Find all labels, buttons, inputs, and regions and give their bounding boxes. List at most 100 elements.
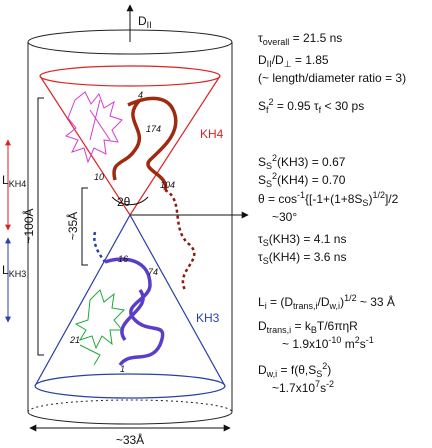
text-part: w,i: [266, 369, 278, 379]
kh4-sidechains: [64, 91, 123, 164]
text-part: -1: [366, 335, 374, 345]
axis-label: DII: [138, 14, 152, 30]
param: τS(KH3) = 4.1 ns: [258, 232, 346, 248]
param: ~ 1.9x10-10 m2s-1: [282, 335, 374, 351]
text-part: ~1.7x10: [272, 381, 315, 395]
separation-bracket: [81, 187, 88, 266]
text-part: -10: [328, 335, 341, 345]
text-part: ): [340, 295, 344, 309]
text-part: D: [258, 53, 267, 67]
kh3-cone: [34, 213, 226, 399]
width-label: ~33Å: [116, 432, 144, 447]
text-part: 2: [269, 97, 274, 107]
separation-label: ~35Å: [65, 212, 80, 240]
kh4-label: KH4: [200, 127, 224, 141]
text-part: = k: [291, 319, 312, 333]
text-part: II: [267, 59, 272, 69]
text-part: -1: [297, 190, 305, 200]
text-part: = 0.95 τ: [274, 99, 319, 113]
text-part: overall: [263, 37, 290, 47]
linker-kh3: [93, 231, 107, 263]
text-part: S: [362, 198, 368, 208]
param: τS(KH4) = 3.6 ns: [258, 250, 346, 266]
text-part: = (D: [267, 295, 294, 309]
text-part: S: [263, 238, 269, 248]
text-part: S: [266, 179, 272, 189]
text-part: (KH3) = 4.1 ns: [269, 232, 347, 246]
residue: 1: [120, 364, 125, 374]
text-part: w,i: [329, 301, 341, 311]
text-part: /D: [318, 295, 330, 309]
text-part: L: [2, 263, 9, 277]
angle-arc: [111, 196, 149, 206]
text-part: = f(θ,S: [277, 363, 316, 377]
residue: 174: [146, 124, 161, 134]
text-part: ⊥: [284, 59, 292, 69]
param: ~30°: [272, 210, 297, 224]
kh4-cone: [39, 65, 221, 217]
text-part: ~ 33 Å: [357, 294, 395, 309]
text-part: s: [360, 337, 366, 351]
param: Sf2 = 0.95 τf < 30 ps: [258, 97, 364, 115]
text-part: θ = cos: [258, 192, 297, 206]
text-part: 1/2: [344, 293, 357, 303]
text-part: ~ 1.9x10: [282, 337, 329, 351]
text-part: S: [258, 155, 266, 169]
param: Dtrans,i = kBT/6πηR: [258, 319, 358, 335]
kh3-sidechains: [74, 289, 126, 366]
kh4-backbone: [112, 96, 178, 191]
text-part: (KH4) = 3.6 ns: [269, 250, 347, 264]
length-label: ~100Å: [21, 208, 36, 243]
param: Dw,i = f(θ,SS2): [258, 361, 331, 379]
text-part: i: [265, 301, 267, 311]
text-part: τ: [258, 31, 263, 45]
text-part: f: [266, 105, 269, 115]
text-part: S: [316, 369, 322, 379]
lkh4-label: LKH4: [2, 173, 26, 189]
text-part: ]/2: [385, 192, 399, 206]
linker: [164, 188, 196, 291]
param: DII/D⊥ = 1.85: [258, 53, 329, 69]
text-part: trans,i: [293, 301, 318, 311]
text-part: = 21.5 ns: [289, 31, 342, 45]
text-part: ): [327, 363, 331, 377]
text-part: KH4: [9, 179, 27, 189]
text-part: (KH3) = 0.67: [277, 155, 346, 169]
param: θ = cos-1{[-1+(1+8SS)1/2]/2: [258, 190, 399, 208]
text-part: f: [319, 105, 322, 115]
text-part: {[-1+(1+8S: [305, 192, 362, 206]
text-part: D: [258, 363, 267, 377]
text-part: m: [341, 337, 354, 351]
residue: 74: [148, 267, 158, 277]
param: SS2(KH3) = 0.67: [258, 153, 346, 171]
param: ~1.7x107s-2: [272, 379, 334, 395]
text-part: 2: [322, 361, 327, 371]
text-part: L: [2, 173, 9, 187]
residue: 4: [138, 90, 143, 100]
text-part: 2: [355, 335, 360, 345]
text-part: trans,i: [267, 325, 292, 335]
text-part: S: [258, 99, 266, 113]
param: (~ length/diameter ratio = 3): [258, 71, 406, 85]
text-part: < 30 ps: [321, 99, 364, 113]
param: SS2(KH4) = 0.70: [258, 171, 346, 189]
text-part: -2: [326, 379, 334, 389]
text-part: S: [266, 161, 272, 171]
text-part: S: [258, 173, 266, 187]
text-part: τ: [258, 250, 263, 264]
residue: 10: [94, 172, 104, 182]
text-part: D: [258, 319, 267, 333]
text-part: T/6πηR: [317, 319, 358, 333]
residue: 16: [118, 254, 128, 264]
lkh3-label: LKH3: [2, 263, 26, 279]
param: τoverall = 21.5 ns: [258, 31, 342, 47]
text-part: L: [258, 295, 265, 309]
text-part: 7: [315, 379, 320, 389]
text-part: 2: [272, 171, 277, 181]
text-part: KH3: [9, 269, 27, 279]
text-part: 2: [272, 153, 277, 163]
text-part: s: [320, 381, 326, 395]
cylinder: [27, 29, 233, 425]
